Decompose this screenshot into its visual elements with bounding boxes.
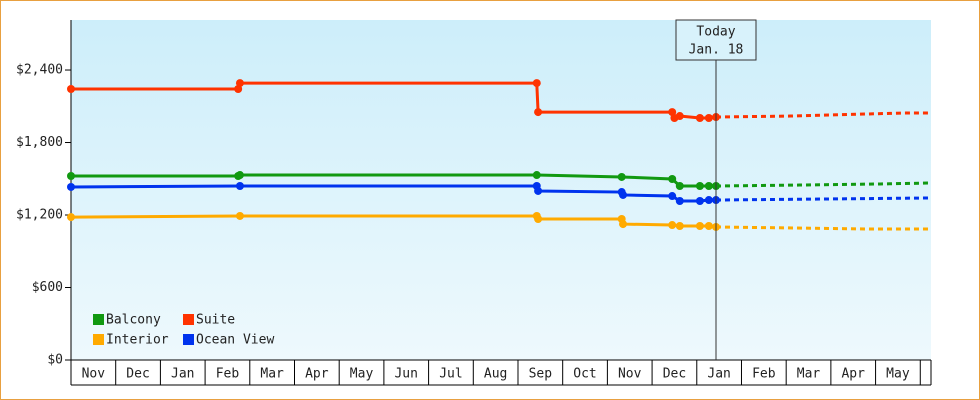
x-tick-label: Jul [439, 367, 462, 382]
point [675, 222, 684, 231]
x-tick-label: Feb [752, 367, 776, 382]
y-tick-label: $2,400 [16, 63, 63, 78]
x-tick-label: Nov [618, 367, 642, 382]
point [675, 112, 684, 121]
x-tick-label: Feb [216, 367, 240, 382]
x-tick-label: Mar [260, 367, 284, 382]
point [235, 79, 244, 88]
x-tick-label: Jan [707, 367, 730, 382]
legend-swatch [93, 314, 104, 325]
point [235, 182, 244, 191]
point [617, 172, 626, 181]
point [67, 213, 75, 222]
x-tick-label: Dec [663, 367, 686, 382]
forecast-line [715, 111, 931, 119]
point [704, 113, 713, 122]
legend-label: Interior [106, 333, 169, 348]
point [67, 84, 75, 93]
x-tick-label: Mar [797, 367, 821, 382]
legend-swatch [183, 334, 194, 345]
point [695, 113, 704, 122]
x-tick-label: Apr [305, 367, 329, 382]
today-box [675, 19, 757, 61]
point [695, 182, 704, 191]
y-tick-label: $600 [32, 280, 63, 295]
legend-label: Balcony [106, 313, 161, 328]
point [675, 196, 684, 205]
point [534, 186, 543, 195]
point [675, 182, 684, 191]
x-tick-label: Apr [841, 367, 865, 382]
point [67, 171, 75, 180]
point [704, 196, 713, 205]
point [534, 214, 543, 223]
y-tick-label: $1,800 [16, 135, 63, 150]
point [668, 221, 677, 230]
x-tick-label: Jun [394, 367, 417, 382]
forecast-line [715, 225, 931, 231]
y-tick-label: $0 [47, 353, 63, 368]
point [704, 182, 713, 191]
legend-swatch [93, 334, 104, 345]
today-label: Jan. 18 [689, 43, 744, 58]
point [619, 220, 628, 229]
point [532, 171, 541, 180]
point [534, 108, 543, 117]
legend-label: Ocean View [196, 333, 274, 348]
x-tick-label: Sep [529, 367, 553, 382]
point [704, 222, 713, 231]
x-tick-label: Jan [171, 367, 194, 382]
point [695, 196, 704, 205]
plot-area [71, 20, 931, 360]
legend-label: Suite [196, 313, 235, 328]
today-label: Today [696, 25, 735, 40]
legend-swatch [183, 314, 194, 325]
point [235, 211, 244, 220]
x-tick-label: May [886, 367, 910, 382]
point [619, 190, 628, 199]
y-tick-label: $1,200 [16, 208, 63, 223]
point [235, 171, 244, 180]
point [668, 192, 677, 201]
x-tick-label: Aug [484, 367, 507, 382]
forecast-line [715, 181, 932, 188]
point [67, 182, 75, 191]
point [532, 79, 541, 88]
x-tick-label: Nov [82, 367, 106, 382]
point [668, 175, 677, 184]
x-tick-label: May [350, 367, 374, 382]
point [695, 222, 704, 231]
x-tick-label: Oct [573, 367, 596, 382]
x-tick-label: Dec [126, 367, 149, 382]
